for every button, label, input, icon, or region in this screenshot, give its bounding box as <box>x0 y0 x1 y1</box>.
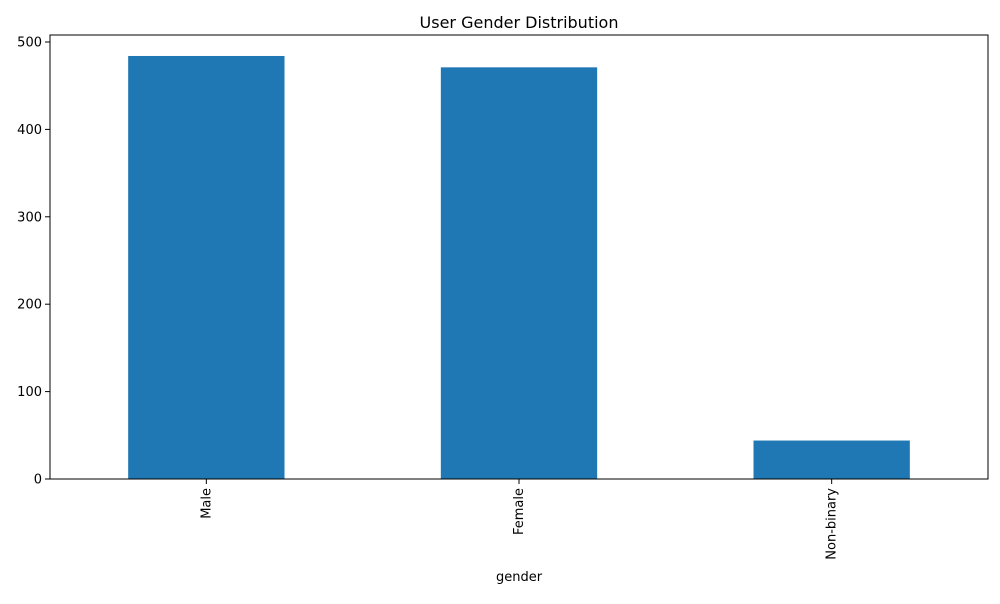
bar-female <box>440 67 598 479</box>
x-tick-label: Non-binary <box>825 488 840 560</box>
x-axis: Male Female Non-binary <box>199 479 840 560</box>
y-tick-label: 100 <box>17 385 42 400</box>
y-tick-label: 300 <box>17 210 42 225</box>
bar-non-binary <box>753 440 910 479</box>
y-axis: 0 100 200 300 400 500 <box>17 35 50 488</box>
x-axis-label: gender <box>496 570 543 585</box>
y-tick-label: 200 <box>17 298 42 313</box>
chart-title: User Gender Distribution <box>420 13 619 32</box>
plot-frame <box>49 34 989 480</box>
y-tick-label: 500 <box>17 35 42 50</box>
bars-layer <box>128 55 910 479</box>
y-tick-label: 400 <box>17 123 42 138</box>
x-tick-label: Male <box>199 488 214 519</box>
y-tick-label: 0 <box>34 473 42 488</box>
bar-male <box>128 55 285 479</box>
x-tick-label: Female <box>512 488 527 535</box>
